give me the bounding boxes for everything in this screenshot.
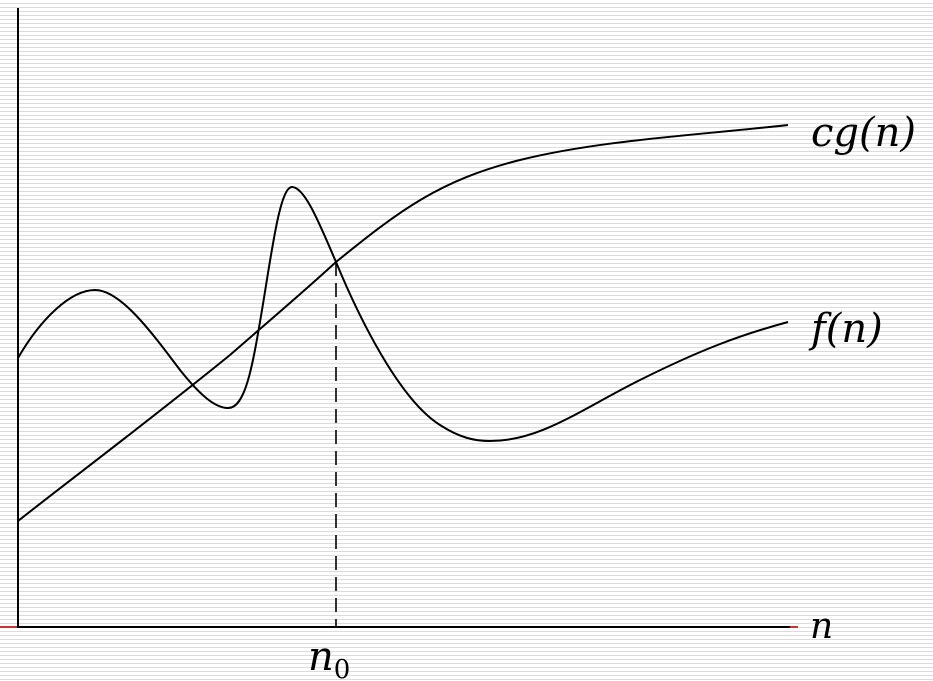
threshold-label-subscript: 0 xyxy=(334,655,351,681)
threshold-label-base: n xyxy=(308,634,334,680)
x-axis-label: n xyxy=(810,606,833,647)
threshold-label-n0: n0 xyxy=(308,634,350,681)
label-f-n: f(n) xyxy=(808,306,883,352)
curve-f-n xyxy=(17,185,789,443)
curve-cg-n xyxy=(17,124,789,522)
label-cg-n: cg(n) xyxy=(811,110,916,156)
